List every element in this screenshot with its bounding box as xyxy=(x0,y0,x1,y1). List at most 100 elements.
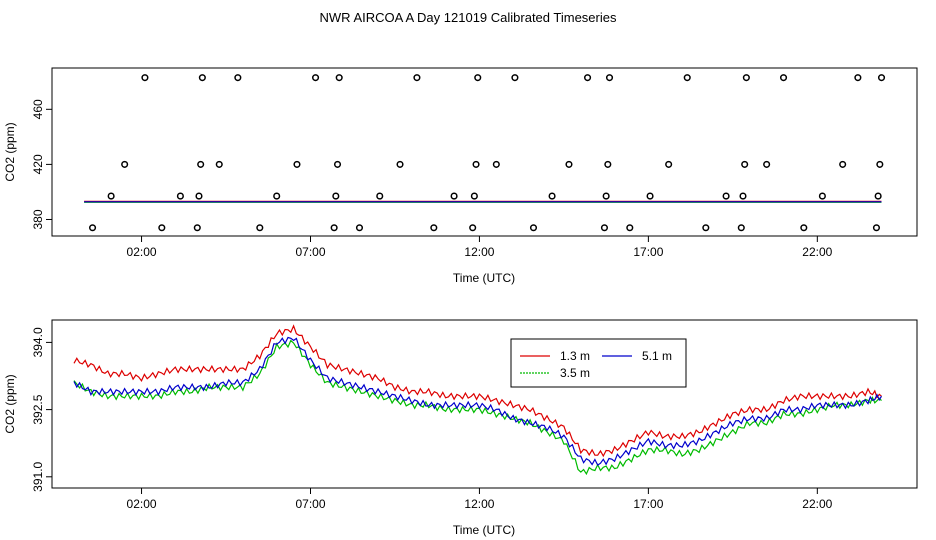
calibration-point xyxy=(626,224,634,232)
bottom-y-tick-label: 391.0 xyxy=(31,461,45,491)
calibration-point xyxy=(158,224,166,232)
calibration-point xyxy=(739,192,747,200)
calibration-point xyxy=(430,224,438,232)
calibration-point xyxy=(121,160,129,168)
calibration-point xyxy=(273,192,281,200)
top-y-axis-label: CO2 (ppm) xyxy=(3,122,17,181)
calibration-point xyxy=(396,160,404,168)
top-x-tick-label: 22:00 xyxy=(802,245,832,259)
calibration-point xyxy=(741,160,749,168)
calibration-point xyxy=(800,224,808,232)
calibration-point xyxy=(602,192,610,200)
calibration-point xyxy=(107,192,115,200)
legend-box xyxy=(510,338,687,388)
calibration-point xyxy=(854,74,862,82)
bottom-series-line-13m xyxy=(73,324,882,458)
top-y-tick-label: 420 xyxy=(31,154,45,174)
bottom-y-tick-label: 394.0 xyxy=(31,327,45,357)
calibration-point xyxy=(141,74,149,82)
top-x-tick-label: 02:00 xyxy=(127,245,157,259)
calibration-point xyxy=(470,192,478,200)
bottom-x-tick-label: 02:00 xyxy=(127,497,157,511)
calibration-point xyxy=(737,224,745,232)
calibration-point xyxy=(605,74,614,82)
bottom-x-axis-label: Time (UTC) xyxy=(453,523,515,537)
bottom-series-lines xyxy=(73,324,883,476)
calibration-point xyxy=(548,192,556,200)
calibration-point xyxy=(234,74,242,82)
calibration-point xyxy=(779,74,788,82)
calibration-point xyxy=(333,160,342,168)
calibration-point xyxy=(197,160,205,168)
calibration-point xyxy=(872,224,881,232)
calibration-point xyxy=(332,192,340,200)
calibration-point xyxy=(355,224,364,232)
calibration-point xyxy=(330,224,338,232)
calibration-point xyxy=(722,192,730,200)
calibration-point xyxy=(683,74,691,82)
calibration-point xyxy=(176,192,184,200)
calibration-point xyxy=(193,224,201,232)
top-y-axis: 380 420 460 xyxy=(31,99,52,229)
top-x-tick-label: 12:00 xyxy=(464,245,494,259)
calibration-point xyxy=(469,224,477,232)
calibration-point xyxy=(474,74,482,82)
bottom-y-axis: 391.0 392.5 394.0 xyxy=(31,327,52,492)
calibration-point xyxy=(529,224,538,232)
calibration-point xyxy=(702,224,710,232)
calibration-point xyxy=(839,160,847,168)
calibration-point xyxy=(876,160,884,168)
calibration-point xyxy=(818,192,826,200)
bottom-y-axis-label: CO2 (ppm) xyxy=(3,374,17,433)
top-y-tick-label: 460 xyxy=(31,99,45,119)
legend: 1.3 m 5.1 m 3.5 m xyxy=(510,338,687,388)
bottom-y-tick-label: 392.5 xyxy=(31,394,45,424)
calibration-point xyxy=(335,74,343,82)
calibration-point xyxy=(195,192,203,200)
top-x-axis: 02:00 07:00 12:00 17:00 22:00 xyxy=(127,236,833,259)
calibration-point xyxy=(742,74,750,82)
calibration-point xyxy=(88,224,97,232)
calibration-point xyxy=(763,160,771,168)
top-x-tick-label: 07:00 xyxy=(295,245,325,259)
calibration-point xyxy=(413,74,421,82)
top-series-lines xyxy=(84,200,882,203)
top-x-tick-label: 17:00 xyxy=(633,245,663,259)
bottom-x-axis: 02:00 07:00 12:00 17:00 22:00 xyxy=(127,488,833,511)
calibration-point xyxy=(256,224,264,232)
legend-label-1-3m: 1.3 m xyxy=(560,349,590,363)
bottom-plot-frame xyxy=(51,319,918,489)
calibration-point xyxy=(450,192,458,200)
bottom-x-tick-label: 12:00 xyxy=(464,497,494,511)
bottom-x-tick-label: 07:00 xyxy=(295,497,325,511)
calibration-point xyxy=(646,192,654,200)
top-panel: 02:00 07:00 12:00 17:00 22:00 380 420 460 Time… xyxy=(3,67,918,285)
calibration-point xyxy=(584,74,592,82)
calibration-point xyxy=(293,160,301,168)
bottom-panel: 02:00 07:00 12:00 17:00 22:00 391.0 392.5 394.… xyxy=(3,319,918,537)
calibration-point xyxy=(215,160,223,168)
calibration-point xyxy=(665,160,673,168)
bottom-x-tick-label: 22:00 xyxy=(802,497,832,511)
legend-label-5-1m: 5.1 m xyxy=(642,349,672,363)
calibration-point xyxy=(312,74,320,82)
bottom-x-tick-label: 17:00 xyxy=(633,497,663,511)
top-x-axis-label: Time (UTC) xyxy=(453,271,515,285)
figure-title: NWR AIRCOA A Day 121019 Calibrated Times… xyxy=(320,10,617,25)
calibration-point xyxy=(376,192,384,200)
legend-label-3-5m: 3.5 m xyxy=(560,366,590,380)
calibration-point xyxy=(565,160,573,168)
calibration-point xyxy=(604,160,612,168)
calibration-point xyxy=(877,74,886,82)
calibration-point xyxy=(600,224,609,232)
calibration-point xyxy=(472,160,480,168)
top-plot-frame xyxy=(51,67,918,237)
bottom-series-line-35m xyxy=(73,339,882,476)
calibration-point xyxy=(198,74,206,82)
calibration-point xyxy=(511,74,519,82)
bottom-series-line-51m xyxy=(73,336,883,466)
top-y-tick-label: 380 xyxy=(31,209,45,229)
calibration-point xyxy=(492,160,500,168)
top-calibration-points xyxy=(88,74,886,232)
